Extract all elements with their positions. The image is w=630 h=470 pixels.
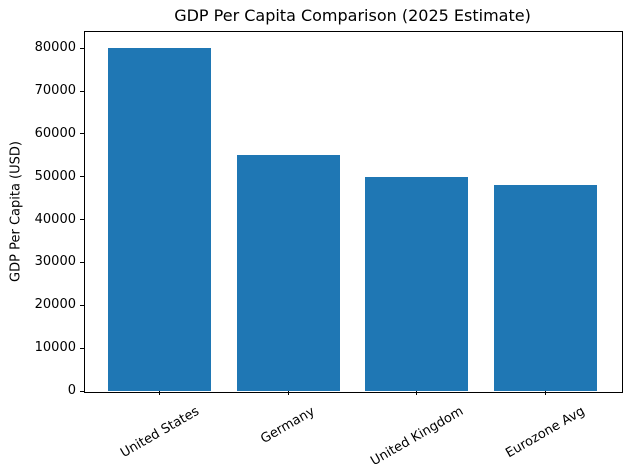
- y-tick-label: 50000: [34, 168, 76, 184]
- y-tick-label: 10000: [34, 340, 76, 356]
- y-tick-label: 60000: [34, 125, 76, 141]
- y-tick-label: 70000: [34, 83, 76, 98]
- y-tick-label: 30000: [34, 254, 76, 270]
- bar: [108, 48, 212, 391]
- y-tick-mark: [80, 133, 84, 135]
- y-tick-label: 40000: [34, 211, 76, 227]
- y-tick-label: 80000: [34, 40, 76, 56]
- y-tick-mark: [80, 90, 84, 92]
- y-tick-mark: [80, 47, 84, 49]
- x-tick-label: Eurozone Avg: [502, 404, 588, 462]
- y-tick-mark: [80, 176, 84, 178]
- bar: [493, 185, 597, 391]
- y-tick-label: 0: [67, 383, 76, 398]
- x-tick-label: United Kingdom: [367, 403, 466, 470]
- x-tick-label: United States: [117, 403, 202, 461]
- x-tick-mark: [544, 391, 546, 395]
- y-tick-mark: [80, 347, 84, 349]
- bar: [236, 155, 340, 391]
- x-tick-mark: [416, 391, 418, 395]
- y-tick-mark: [80, 219, 84, 221]
- chart-title: GDP Per Capita Comparison (2025 Estimate…: [174, 6, 531, 25]
- y-tick-mark: [80, 390, 84, 392]
- y-tick-mark: [80, 261, 84, 263]
- bar: [365, 176, 469, 391]
- x-tick-label: Germany: [258, 404, 318, 447]
- y-tick-mark: [80, 304, 84, 306]
- x-tick-mark: [159, 391, 161, 395]
- x-tick-mark: [287, 391, 289, 395]
- y-tick-label: 20000: [34, 297, 76, 313]
